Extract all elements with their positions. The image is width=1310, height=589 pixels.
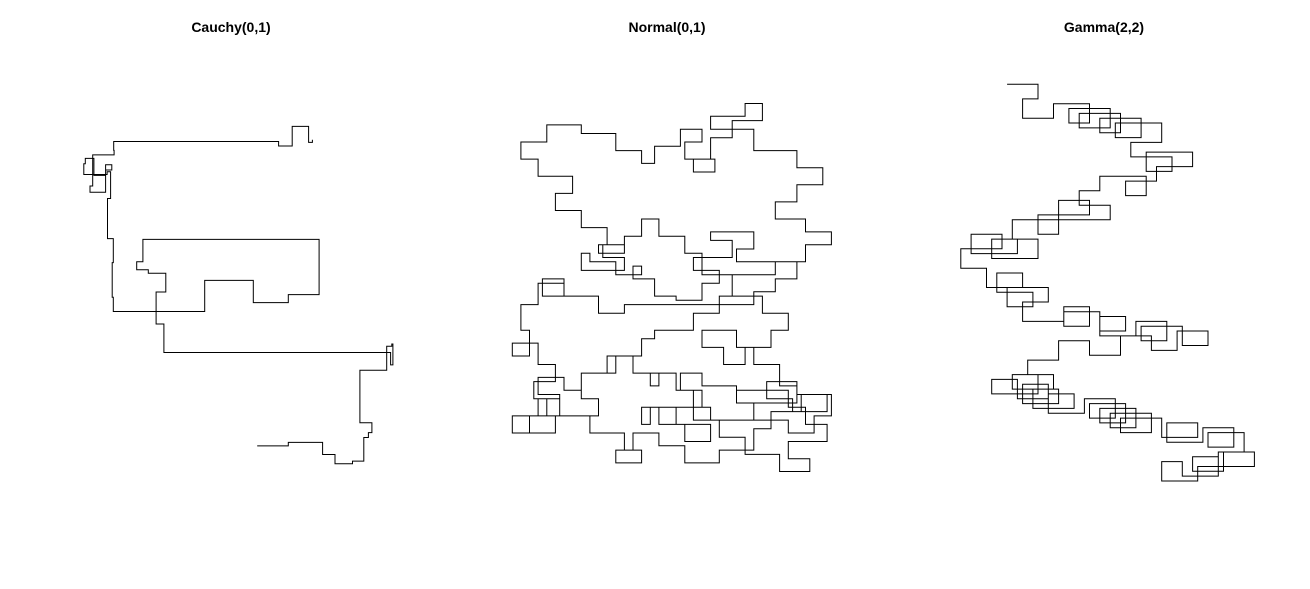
walk-trace-normal (511, 103, 832, 472)
walk-trace-gamma (960, 83, 1255, 482)
panel-gamma: Gamma(2,2) (960, 19, 1255, 482)
walk-trace-cauchy (83, 125, 394, 465)
panel-cauchy: Cauchy(0,1) (83, 19, 394, 465)
panel-normal: Normal(0,1) (511, 19, 832, 472)
walk-plot-normal (511, 103, 832, 472)
walk-plot-gamma (960, 83, 1255, 482)
panel-title-cauchy: Cauchy(0,1) (191, 19, 270, 35)
panel-title-normal: Normal(0,1) (628, 19, 705, 35)
walk-plot-cauchy (83, 125, 394, 465)
panel-title-gamma: Gamma(2,2) (1064, 19, 1144, 35)
